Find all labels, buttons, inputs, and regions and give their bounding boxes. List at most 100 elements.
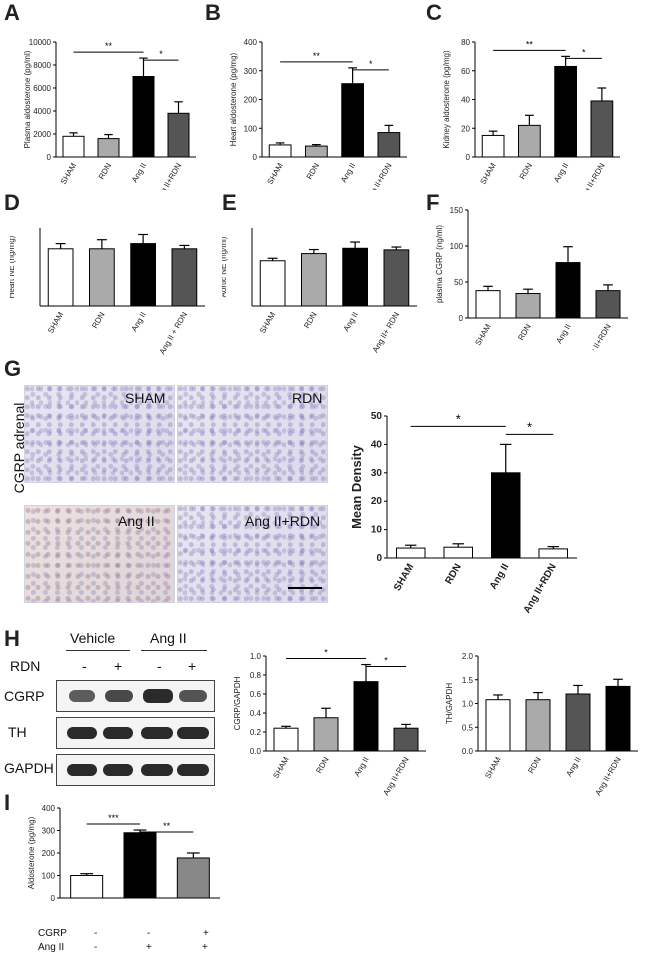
blot-rdn-label: RDN: [10, 658, 41, 674]
y-tick-label: 0.2: [250, 728, 262, 737]
significance-label: *: [324, 648, 328, 658]
x-tick-label: SHAM: [59, 161, 79, 186]
y-tick-label: 0: [459, 314, 464, 323]
bar-ang-ii: [342, 247, 368, 307]
significance-label: *: [582, 47, 586, 57]
y-tick-label: 0.0: [462, 747, 474, 756]
x-tick-label: Ang II: [342, 311, 360, 334]
blot-band: [67, 727, 97, 739]
bar-rdn: [515, 293, 541, 319]
x-tick-label: RDN: [526, 755, 543, 775]
blot-rdn-sign-2: +: [114, 658, 123, 674]
bar-sham: [268, 144, 292, 158]
micro-label-rdn: RDN: [292, 390, 323, 406]
cond-cgrp-sign-1: -: [94, 928, 98, 939]
bar-rdn: [443, 546, 473, 559]
y-tick-label: 300: [244, 67, 258, 76]
y-axis-label: CGRP/GAPDH: [233, 676, 242, 730]
x-tick-label: Ang II: [554, 323, 572, 346]
y-tick-label: 400: [42, 804, 56, 813]
micrograph-angii: [24, 505, 175, 603]
micro-label-sham: SHAM: [125, 390, 166, 406]
x-tick-label: RDN: [314, 755, 331, 775]
chart-th-gapdh: 0.0 0.5 1.0 1.5 2.0 TH/GAPDH SHAM RDN Ang II Ang …: [445, 652, 638, 797]
significance-label: **: [105, 41, 113, 51]
blot-strip-gapdh: [56, 754, 215, 786]
panel-letter-d: D: [4, 190, 20, 215]
bar-group-1: [70, 875, 104, 899]
panel-letter-h: H: [4, 626, 20, 651]
bar-ang-ii-rdn: [383, 249, 410, 307]
x-tick-label: RDN: [518, 161, 535, 181]
bar-sham: [47, 248, 74, 307]
x-tick-label: RDN: [90, 310, 107, 330]
x-tick-label: SHAM: [271, 755, 291, 780]
chart-plasma-aldosterone: 0 2000 4000 6000 8000 10000 Plasma aldosterone…: [23, 38, 196, 190]
y-tick-label: 50: [454, 278, 463, 287]
bar-rdn: [313, 717, 339, 752]
significance-label: *: [159, 49, 163, 59]
blot-row-label-cgrp: CGRP: [4, 688, 45, 704]
y-axis-label: plasma CGRP (ng/ml): [435, 225, 444, 303]
y-tick-label: 200: [244, 96, 258, 105]
blot-rdn-sign-4: +: [188, 658, 197, 674]
y-axis-label: Aldosterone (pg/mg): [27, 816, 36, 889]
blot-rdn-sign-3: -: [157, 658, 162, 674]
y-tick-label: 100: [42, 872, 56, 881]
x-tick-label: Ang II: [130, 162, 148, 185]
blot-band: [177, 727, 209, 739]
blot-band: [103, 727, 133, 739]
bar-ang-ii: [353, 681, 379, 752]
x-tick-label: Ang II + RDN: [158, 310, 190, 356]
bar-ang-ii-rdn: [171, 248, 198, 307]
blot-strip-th: [56, 717, 215, 749]
x-tick-label: SHAM: [473, 322, 493, 347]
significance-label: *: [456, 411, 461, 426]
cond-cgrp-sign-2: -: [147, 928, 151, 939]
micrograph-sham: [24, 385, 175, 483]
panel-letter-i: I: [4, 790, 11, 815]
panel-letter-c: C: [426, 0, 442, 25]
blot-band: [179, 690, 207, 702]
significance-label: *: [369, 59, 373, 69]
micro-label-angii-rdn: Ang II+RDN: [245, 513, 321, 529]
y-tick-label: 0: [376, 553, 382, 564]
y-tick-label: 10000: [29, 38, 52, 47]
x-tick-label: SHAM: [479, 161, 499, 186]
chart-heart-ne: Heart NE (ng/mg) SHAM RDN Ang II Ang II + RD…: [10, 228, 205, 356]
chart-plasma-cgrp: 0 50 100 150 plasma CGRP (ng/ml) SHAM RDN Ang I…: [435, 206, 628, 350]
y-tick-label: 0: [51, 894, 56, 903]
x-tick-label: Ang II: [488, 562, 512, 592]
y-tick-label: 2.0: [462, 652, 474, 661]
y-tick-label: 1.0: [250, 652, 262, 661]
x-tick-label: RDN: [305, 161, 322, 181]
bar-rdn: [305, 145, 328, 158]
bar-sham: [62, 135, 85, 158]
y-tick-label: 2000: [33, 130, 51, 139]
bar-rdn: [301, 253, 327, 307]
x-tick-label: Ang II+RDN: [593, 755, 622, 797]
x-tick-label: Ang II+RDN: [583, 322, 612, 350]
significance-label: **: [313, 51, 321, 61]
x-tick-label: Ang II: [564, 756, 582, 779]
x-tick-label: Ang II: [339, 162, 357, 185]
blot-rdn-sign-1: -: [82, 658, 87, 674]
bar-sham: [481, 134, 505, 158]
bar-ang-ii-rdn: [605, 685, 631, 752]
blot-band: [105, 690, 133, 702]
chart-mean-density: 0 10 20 30 40 50 Mean Density SHAM RDN Ang II Ang …: [349, 411, 577, 615]
x-tick-label: Ang II: [552, 162, 570, 185]
bar-rdn: [525, 699, 551, 752]
chart-heart-aldosterone: 0 100 200 300 400 Heart aldosterone (pg/mg) SH…: [229, 38, 407, 190]
y-tick-label: 10: [371, 525, 383, 536]
y-tick-label: 100: [244, 124, 258, 133]
y-tick-label: 20: [371, 496, 383, 507]
y-tick-label: 200: [42, 849, 56, 858]
bar-ang-ii-rdn: [393, 727, 419, 752]
y-tick-label: 0: [253, 153, 258, 162]
significance-label: **: [526, 39, 534, 49]
blot-group-line-angii: [141, 650, 207, 651]
bar-ang-ii: [491, 472, 521, 559]
y-tick-label: 0: [466, 153, 471, 162]
x-tick-label: Ang II: [352, 756, 370, 779]
